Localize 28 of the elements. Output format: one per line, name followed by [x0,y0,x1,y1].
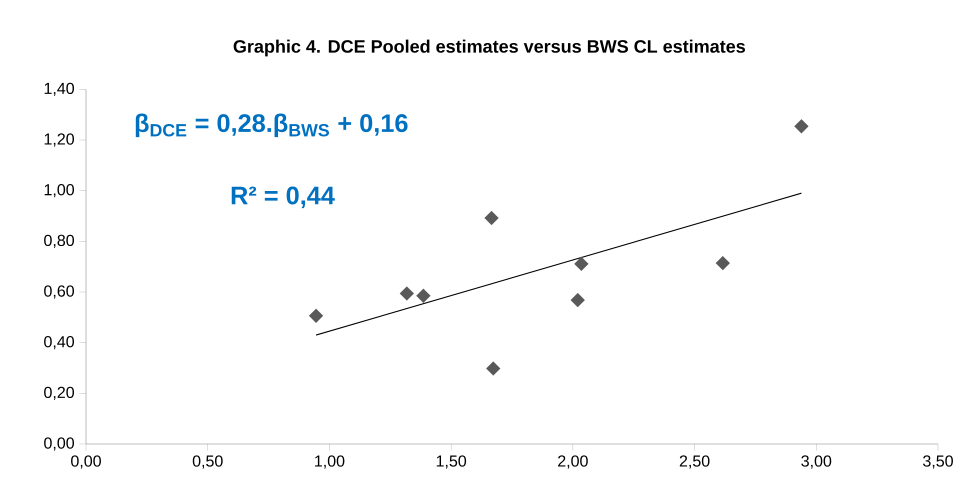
y-tick-label: 0,00 [44,437,74,451]
annotation: R² = 0,44 [232,186,335,208]
y-tick-label: 1,20 [44,133,74,147]
x-tick-label: 3,50 [923,455,953,469]
annotation: β$_{DCE}$ = 0,28.β$_{BWS}$ + 0,16 [136,114,408,138]
point [308,308,324,323]
point [570,293,585,308]
y-tick-label: 0,20 [44,386,74,400]
x-tick-label: 1,00 [315,455,344,469]
y-tick-label: 0,60 [44,285,74,299]
x-tick-label: 1,50 [436,455,466,469]
y-tick-label: 0,80 [44,234,74,248]
point [416,288,430,303]
x-tick-label: 3,00 [801,455,832,469]
point [400,286,414,301]
point [574,256,588,271]
x-tick-label: 0,00 [71,455,101,469]
chart-title: Graphic 4. DCE Pooled estimates versus BWS CL estimates [234,40,745,56]
point [716,256,730,270]
x-tick-label: 2,00 [558,455,588,469]
point [794,119,808,134]
y-tick-label: 1,00 [44,184,74,198]
x-tick-label: 2,50 [680,455,710,469]
x-tick-label: 0,50 [192,455,223,469]
point [484,210,499,226]
y-tick-label: 0,40 [44,336,74,350]
point [486,361,500,376]
y-tick-label: 1,40 [44,82,74,96]
